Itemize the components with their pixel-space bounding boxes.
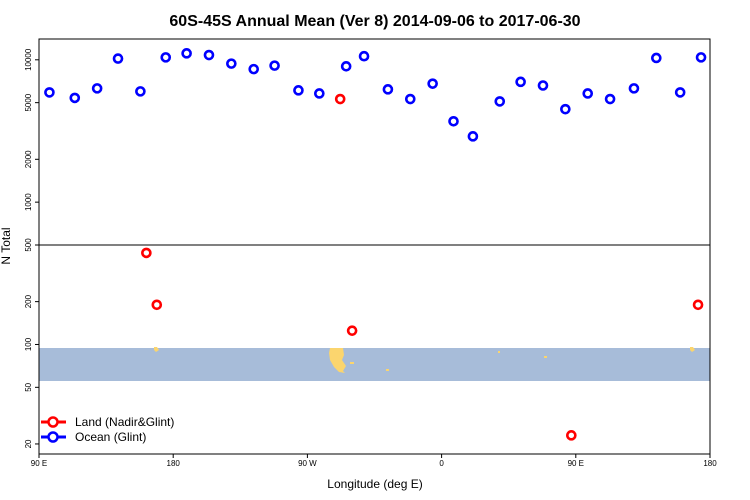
legend-label-ocean: Ocean (Glint) [75, 430, 146, 444]
land-point [334, 93, 346, 105]
ocean-point [537, 80, 549, 91]
x-axis-label: Longitude (deg E) [327, 477, 422, 491]
ocean-point [382, 84, 394, 95]
x-tick-label: 180 [167, 459, 181, 468]
y-tick-label: 500 [24, 238, 33, 252]
land-falklands [350, 362, 354, 364]
land-new-zealand-repeat [690, 347, 695, 352]
ocean-point [494, 96, 506, 107]
y-tick-label: 200 [24, 294, 33, 308]
x-tick-label: 90 E [568, 459, 584, 468]
map-band [39, 347, 710, 381]
ocean-point [181, 48, 192, 59]
y-tick-label: 100 [24, 337, 33, 351]
land-small-island [498, 351, 500, 353]
ocean-point [515, 76, 526, 88]
legend-marker-land [47, 416, 59, 428]
ocean-point [135, 86, 146, 97]
ocean-point [404, 93, 416, 105]
y-tick-label: 50 [24, 382, 33, 391]
ocean-point [203, 49, 215, 61]
plot-frame [38, 38, 711, 455]
land-south-america [329, 348, 346, 373]
legend: Land (Nadir&Glint) Ocean (Glint) [41, 415, 174, 444]
x-tick-label: 90 E [31, 459, 47, 468]
y-tick-label: 2000 [24, 150, 33, 168]
x-tick-label: 90 W [298, 459, 317, 468]
chart-title: 60S-45S Annual Mean (Ver 8) 2014-09-06 t… [169, 13, 580, 30]
ocean-point [314, 88, 325, 99]
x-tick-label: 0 [439, 459, 444, 468]
y-axis-ticks: 10000 5000 2000 1000 500 200 100 50 20 [24, 48, 39, 448]
legend-marker-ocean [47, 431, 59, 443]
land-south-georgia [386, 369, 389, 371]
x-axis-ticks: 90 E 180 90 W 0 90 E 180 [31, 454, 717, 468]
ocean-point [269, 60, 280, 71]
ocean-point [651, 52, 662, 64]
ocean-point [674, 87, 686, 98]
ocean-point [628, 83, 640, 94]
ocean-point [695, 52, 707, 63]
legend-label-land: Land (Nadir&Glint) [75, 415, 174, 429]
ocean-point [560, 103, 571, 115]
y-tick-label: 5000 [24, 93, 33, 111]
y-tick-label: 20 [24, 439, 33, 448]
ocean-point [340, 61, 352, 72]
y-axis-label: N Total [0, 227, 13, 264]
ocean-point [226, 58, 237, 69]
land-point [692, 299, 704, 311]
ocean-point [604, 93, 616, 105]
land-kerguelen [544, 356, 547, 358]
ocean-point [293, 85, 304, 96]
y-tick-label: 1000 [24, 193, 33, 211]
ocean-point [112, 53, 124, 64]
ocean-band [39, 348, 710, 381]
ocean-point [91, 83, 103, 94]
ocean-point [582, 88, 594, 99]
ocean-point [467, 131, 479, 142]
data-points [44, 48, 707, 441]
ocean-point [427, 78, 438, 89]
ocean-point [44, 87, 55, 98]
ocean-point [160, 52, 172, 63]
land-point [566, 430, 577, 441]
ocean-point [358, 50, 370, 62]
land-new-zealand [154, 347, 159, 352]
land-point [141, 247, 152, 259]
ocean-point [448, 115, 459, 127]
ocean-point [248, 63, 260, 75]
ocean-point [69, 92, 81, 104]
y-tick-label: 10000 [24, 48, 33, 71]
land-point [346, 325, 358, 336]
x-tick-label: 180 [703, 459, 717, 468]
land-point [151, 299, 163, 311]
